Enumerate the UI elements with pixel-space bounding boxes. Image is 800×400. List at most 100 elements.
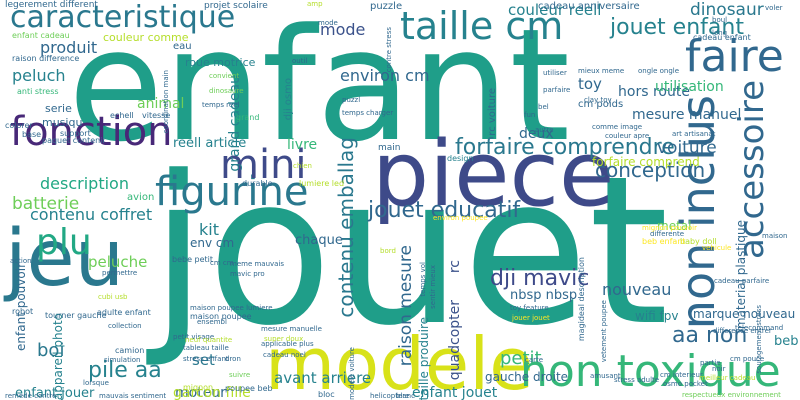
cloud-word: bloc	[318, 390, 335, 399]
cloud-word: collection	[108, 322, 142, 330]
cloud-word: respectueux environnement	[682, 391, 781, 399]
cloud-word: non toxique	[520, 346, 781, 397]
cloud-word: echell	[110, 111, 134, 120]
cloud-word: blanc	[396, 392, 415, 400]
cloud-word: chien	[293, 162, 312, 170]
cloud-word: marque nouveau	[693, 307, 796, 321]
cloud-word: serie	[45, 102, 72, 115]
cloud-word: deux	[519, 126, 554, 142]
cloud-word: piece	[372, 122, 615, 227]
cloud-word: support	[60, 129, 91, 138]
cloud-word: autre	[535, 126, 554, 134]
cloud-word: appareil photo	[51, 312, 65, 400]
cloud-word: jouer jouet	[512, 314, 550, 322]
cloud-word: avant arriere	[274, 369, 372, 387]
cloud-word: enfant	[68, 0, 571, 176]
cloud-word: batterie	[12, 194, 80, 214]
cloud-word: poupee beb	[225, 384, 273, 393]
cloud-word: cubi usb	[98, 293, 128, 301]
cloud-word: outil	[292, 57, 308, 65]
cloud-word: contenu emballag	[334, 137, 358, 318]
cloud-word: osmo pocket	[663, 380, 708, 388]
cloud-word: forfaire comprendre	[455, 135, 675, 160]
cloud-word: boul	[712, 16, 728, 24]
cloud-word: tableau taille	[183, 344, 229, 352]
cloud-word: enfant jouer	[15, 386, 95, 400]
cloud-word: main	[378, 143, 401, 153]
cloud-word: jeu	[5, 214, 125, 304]
cloud-word: env cm	[190, 236, 235, 250]
cloud-word: telecommand	[735, 324, 784, 332]
cloud-word: meme mauvais	[230, 260, 285, 268]
cloud-word: enfant cadeau	[12, 31, 70, 40]
cloud-word: reell article	[173, 136, 247, 151]
cloud-word: grand	[236, 113, 260, 122]
cloud-word: modele	[265, 322, 534, 400]
cloud-word: cm pouce	[730, 355, 765, 363]
cloud-word: peluche	[88, 253, 148, 271]
cloud-word: vitesse	[142, 111, 171, 120]
cloud-word: carte	[525, 356, 544, 364]
cloud-word: long	[712, 29, 728, 37]
cloud-word: base	[22, 130, 42, 139]
cloud-word: bebe petit	[172, 255, 214, 264]
cloud-word: modele voiture	[348, 347, 356, 400]
cloud-word: amusant	[590, 372, 621, 380]
cloud-word: bel	[538, 103, 549, 111]
cloud-word: gauche droite	[485, 370, 569, 384]
cloud-word: baby doll	[680, 237, 717, 246]
cloud-word: toy feature	[510, 304, 549, 312]
cloud-word: maison	[762, 232, 788, 240]
cloud-word: comme image	[592, 123, 643, 131]
cloud-word: petit	[500, 348, 542, 369]
cloud-word: animal	[137, 96, 185, 112]
cloud-word: temps charger	[342, 109, 394, 117]
cloud-word: partie	[700, 359, 721, 367]
cloud-word: projet scolaire	[204, 1, 268, 11]
cloud-word: couleur comme	[103, 31, 189, 44]
cloud-word: roue motrice	[185, 56, 256, 69]
cloud-word: rc	[447, 260, 463, 274]
cloud-word: applicable plus	[261, 340, 314, 348]
cloud-word: couleur reell	[508, 1, 602, 19]
cloud-word: enfant jouet	[412, 385, 498, 400]
cloud-word: lumiere led	[299, 179, 345, 188]
cloud-word: raison mesure	[396, 245, 416, 367]
cloud-word: utilisation	[655, 79, 724, 95]
cloud-word: difference entrer	[713, 327, 772, 335]
cloud-word: maison poupee	[190, 312, 252, 321]
cloud-word: dji osmo	[283, 78, 294, 121]
cloud-word: vetement poupee	[600, 300, 608, 363]
cloud-word: cadeau anniversaire	[538, 1, 640, 12]
cloud-word: kit	[199, 220, 219, 239]
cloud-word: mignon	[183, 383, 214, 392]
cloud-word: jouet educatif	[368, 198, 521, 223]
cloud-word: contre stress	[385, 27, 393, 73]
cloud-word: ongle ongle	[638, 67, 680, 75]
cloud-word: temps reel	[202, 101, 240, 109]
cloud-word: environ poupee	[433, 214, 488, 222]
cloud-word: remede contre	[5, 392, 57, 400]
cloud-word: stress adulte	[614, 376, 660, 384]
cloud-word: mavic pro	[230, 270, 265, 278]
cloud-word: produit	[40, 38, 98, 57]
cloud-word: puzzl	[342, 96, 361, 104]
cloud-word: mauvais sentiment	[99, 392, 167, 400]
cloud-word: soulagement stress	[755, 305, 763, 374]
cloud-word: amp	[307, 0, 323, 8]
cloud-word: mesure manuelle	[261, 325, 322, 333]
cloud-word: sentir mieux	[429, 265, 437, 309]
cloud-word: stress enfant	[183, 355, 229, 363]
cloud-word: cm interieur	[660, 371, 703, 379]
cloud-word: livre	[287, 137, 318, 153]
cloud-word: jouet enfant	[610, 15, 744, 40]
cloud-word: suivre	[229, 371, 251, 379]
cloud-word: cm cm	[210, 259, 234, 267]
cloud-word: taille produire	[417, 316, 431, 400]
cloud-word: caracteristique	[10, 0, 236, 35]
cloud-word: colorer	[5, 121, 33, 130]
cloud-word: cadeau enfant	[693, 33, 751, 42]
cloud-word: fun	[524, 111, 536, 119]
cloud-word: garcon fille	[173, 385, 251, 400]
